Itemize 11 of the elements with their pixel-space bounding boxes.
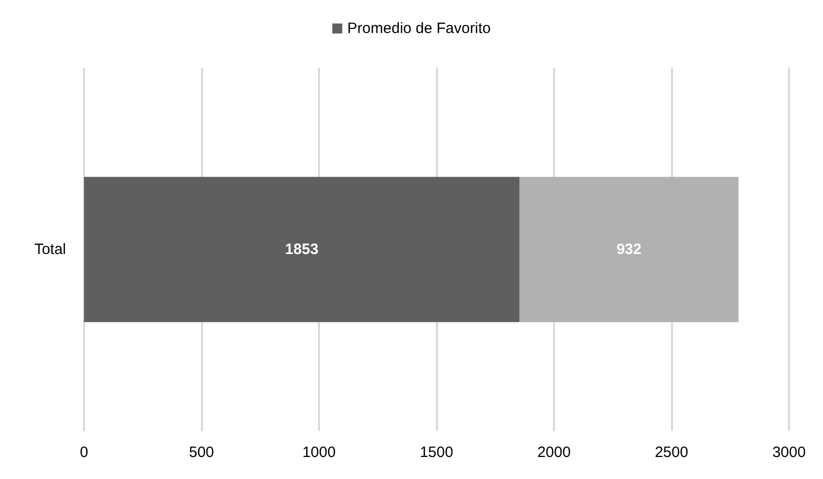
x-tick-label: 1000 <box>302 444 336 461</box>
data-label: 1853 <box>285 241 318 258</box>
x-tick-label: 3000 <box>772 444 806 461</box>
legend-label: Promedio de Favorito <box>347 20 491 37</box>
x-tick-label: 1500 <box>420 444 454 461</box>
x-tick-label: 0 <box>80 444 88 461</box>
x-tick-label: 2500 <box>654 444 688 461</box>
x-tick-label: 2000 <box>537 444 571 461</box>
x-tick-label: 500 <box>188 444 214 461</box>
y-tick-label: Total <box>34 241 66 258</box>
data-label: 932 <box>616 241 642 258</box>
